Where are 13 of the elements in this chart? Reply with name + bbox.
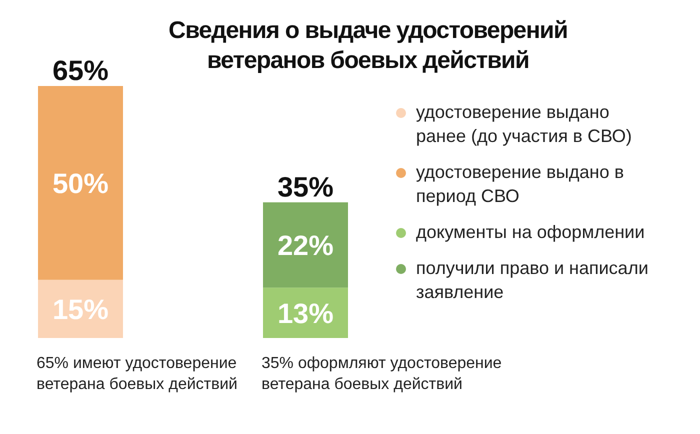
chart-title: Сведения о выдаче удостоверений ветеранов боевых действий <box>168 16 568 76</box>
legend-label: удостоверение выдано в период СВО <box>416 161 625 208</box>
data-label: 22% <box>277 230 334 261</box>
total-label: 35% <box>277 171 334 202</box>
legend-label: удостоверение выдано ранее (до участия в СВО) <box>416 101 633 148</box>
data-label: 13% <box>277 298 334 329</box>
legend-label: получили право и написали заявление <box>416 257 650 304</box>
x-tick-label: 35% оформляют удостоверение ветерана боевых действий <box>262 355 502 393</box>
x-tick-label: 65% имеют удостоверение ветерана боевых действий <box>36 355 238 393</box>
data-label: 15% <box>52 294 109 325</box>
legend-label: документы на оформлении <box>416 221 646 244</box>
data-label: 50% <box>52 168 109 199</box>
total-label: 65% <box>52 55 109 86</box>
